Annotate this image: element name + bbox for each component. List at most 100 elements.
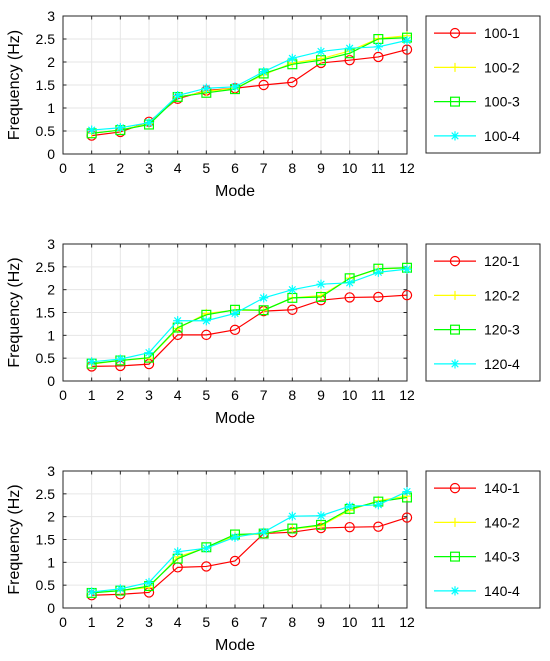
data-point <box>287 53 297 63</box>
x-tick-label: 6 <box>231 160 239 176</box>
series-4 <box>87 486 412 597</box>
data-point <box>115 584 125 594</box>
data-point <box>344 521 355 533</box>
x-tick-label: 9 <box>317 387 325 403</box>
y-tick-label: 1.5 <box>36 532 56 548</box>
x-tick-label: 12 <box>399 387 415 403</box>
legend-marker <box>450 96 461 107</box>
x-tick-label: 12 <box>399 614 415 630</box>
x-tick-label: 10 <box>342 387 358 403</box>
data-point <box>345 278 355 288</box>
y-tick-label: 2 <box>47 54 55 70</box>
data-point <box>201 561 212 572</box>
y-tick-label: 2 <box>47 509 55 525</box>
series-line <box>91 39 408 131</box>
data-point <box>87 587 97 597</box>
x-tick-label: 0 <box>59 614 67 630</box>
y-tick-label: 2 <box>47 282 55 298</box>
data-point <box>259 67 269 77</box>
data-point <box>87 125 97 135</box>
data-point <box>402 35 412 45</box>
data-point <box>373 42 383 52</box>
data-point <box>344 292 355 303</box>
y-tick-label: 3 <box>47 463 55 479</box>
legend-box <box>425 470 541 609</box>
legend-3: 140-1 140-2 140-3 140-4 <box>425 470 541 609</box>
y-axis-label: Frequency (Hz) <box>6 257 23 367</box>
series-4 <box>87 264 412 367</box>
data-point <box>144 118 154 128</box>
legend-label: 100-3 <box>484 94 520 110</box>
x-tick-label: 1 <box>88 160 96 176</box>
data-point <box>373 521 384 532</box>
y-tick-label: 0 <box>47 600 55 616</box>
legend-2: 120-1 120-2 120-3 120-4 <box>425 243 541 382</box>
series-line <box>91 491 408 593</box>
x-tick-label: 8 <box>288 614 296 630</box>
data-point <box>316 279 326 289</box>
data-point <box>201 543 211 553</box>
y-tick-label: 1.5 <box>36 77 56 93</box>
data-point <box>229 324 241 336</box>
data-point <box>230 532 240 542</box>
data-point <box>173 547 183 557</box>
legend-label: 140-1 <box>484 480 520 496</box>
x-tick-label: 5 <box>202 614 210 630</box>
data-point <box>373 51 384 63</box>
data-point <box>144 348 154 358</box>
legend-label: 140-3 <box>484 549 520 565</box>
legend-label: 100-1 <box>484 25 520 41</box>
legend-box <box>425 15 541 154</box>
legend-marker <box>450 517 460 527</box>
y-tick-label: 2.5 <box>36 259 56 275</box>
x-tick-label: 10 <box>342 614 358 630</box>
legend-marker <box>450 324 461 335</box>
data-point <box>316 519 327 530</box>
data-point <box>287 304 298 315</box>
data-point <box>173 316 183 326</box>
y-axis-label: Frequency (Hz) <box>6 484 23 594</box>
x-tick-label: 4 <box>174 614 182 630</box>
legend-marker <box>449 255 461 267</box>
x-tick-label: 2 <box>116 387 124 403</box>
legend-marker <box>449 482 461 494</box>
legend-marker <box>450 359 460 369</box>
x-tick-label: 9 <box>317 614 325 630</box>
data-point <box>402 486 412 497</box>
x-tick-label: 3 <box>145 614 153 630</box>
y-tick-label: 0.5 <box>36 577 56 593</box>
x-tick-label: 5 <box>202 160 210 176</box>
legend-marker <box>450 131 460 141</box>
y-tick-label: 0 <box>47 146 55 162</box>
data-point <box>344 54 355 66</box>
x-tick-label: 1 <box>88 387 96 403</box>
x-tick-label: 3 <box>145 387 153 403</box>
data-point <box>345 501 355 511</box>
data-point <box>258 305 269 316</box>
data-point <box>259 527 269 537</box>
data-point <box>402 264 412 274</box>
y-tick-label: 3 <box>47 236 55 252</box>
chart-panel-1: 0 1 2 3 4 5 6 7 8 9 10 11 1200.511.522.53ModeFrequen… <box>6 8 415 200</box>
y-tick-label: 0 <box>47 373 55 389</box>
y-tick-label: 3 <box>47 8 55 24</box>
x-tick-label: 11 <box>371 160 386 176</box>
data-point <box>115 354 125 364</box>
legend-marker <box>450 551 461 562</box>
data-point <box>229 555 241 567</box>
x-tick-label: 0 <box>59 387 67 403</box>
legend-label: 100-2 <box>484 59 520 75</box>
legend-label: 120-2 <box>484 287 520 303</box>
x-tick-label: 7 <box>260 160 268 176</box>
data-point <box>201 83 211 93</box>
x-tick-label: 6 <box>231 614 239 630</box>
data-point <box>373 500 383 510</box>
legend-marker <box>450 62 460 72</box>
data-point <box>316 511 326 521</box>
x-tick-label: 0 <box>59 160 67 176</box>
data-point <box>287 511 297 521</box>
data-point <box>287 285 297 295</box>
data-point <box>401 44 413 55</box>
